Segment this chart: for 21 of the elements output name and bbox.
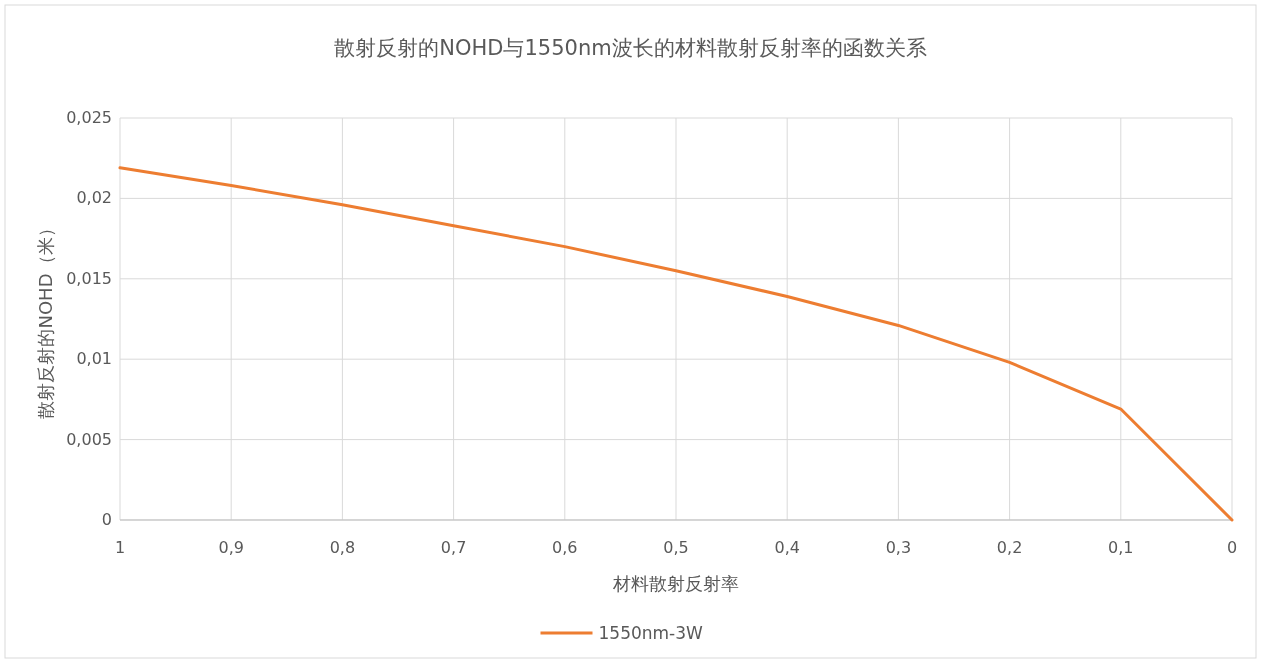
- x-tick-label: 0,4: [774, 538, 800, 557]
- y-tick-label: 0,02: [76, 188, 112, 208]
- x-tick-label: 1: [114, 538, 126, 557]
- y-axis-title: 散射反射的NOHD（米）: [35, 219, 56, 419]
- x-tick-label: 0,2: [996, 538, 1023, 557]
- x-tick-label: 0,3: [885, 538, 912, 557]
- x-tick-label: 0,7: [440, 538, 467, 557]
- x-tick-label: 0,6: [552, 538, 578, 557]
- x-tick-label: 0,9: [218, 538, 244, 557]
- y-tick-label: 0,025: [66, 108, 112, 127]
- y-tick-label: 0,005: [66, 429, 112, 449]
- chart-title: 散射反射的NOHD与1550nm波长的材料散射反射率的函数关系: [334, 36, 927, 60]
- x-axis-title: 材料散射反射率: [612, 573, 739, 594]
- x-tick-label: 0,1: [1108, 538, 1134, 557]
- x-tick-label: 0: [1226, 538, 1238, 557]
- y-tick-label: 0: [101, 510, 112, 529]
- x-tick-label: 0,5: [663, 538, 689, 557]
- y-tick-label: 0,015: [66, 268, 112, 288]
- x-tick-label: 0,8: [329, 538, 356, 557]
- y-tick-label: 0,01: [76, 349, 112, 369]
- legend-label: 1550nm-3W: [598, 623, 704, 643]
